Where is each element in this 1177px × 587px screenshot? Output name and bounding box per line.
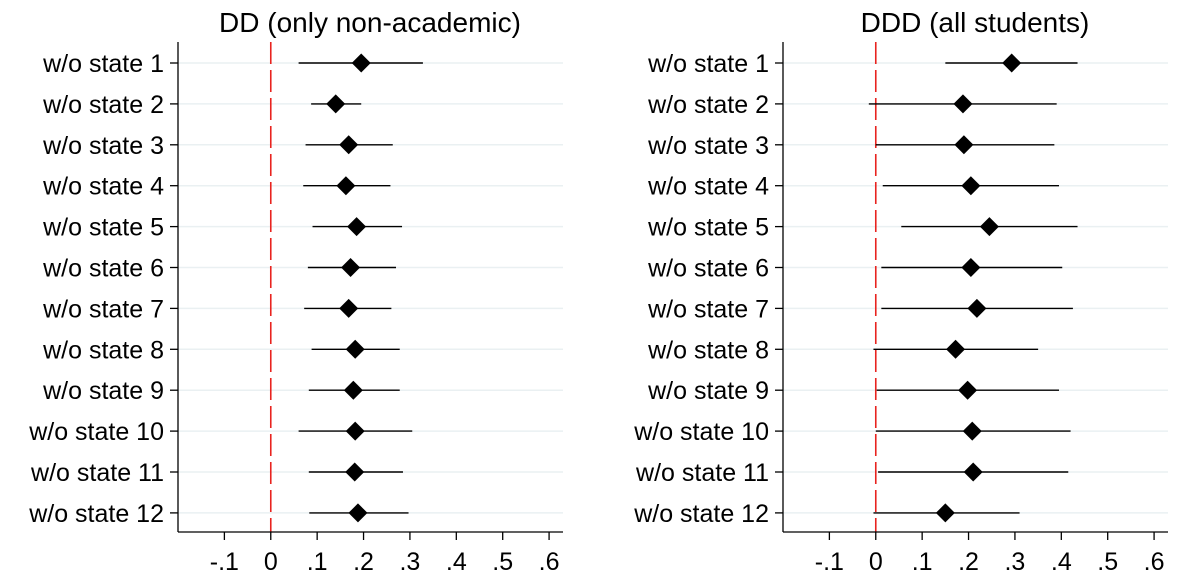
estimate-marker (979, 217, 999, 237)
x-tick-label: .2 (353, 548, 374, 576)
category-label: w/o state 12 (28, 500, 164, 528)
estimate-marker (946, 339, 966, 359)
estimate-marker (341, 258, 361, 277)
category-label: w/o state 8 (42, 336, 164, 364)
estimate-marker (339, 135, 359, 155)
panel-dd: DD (only non-academic) w/o state 1 w/o st… (28, 7, 563, 576)
category-label: w/o state 7 (42, 295, 164, 323)
estimate-marker (1002, 53, 1022, 73)
category-label: w/o state 5 (42, 214, 164, 242)
category-label: w/o state 1 (647, 50, 769, 78)
category-label: w/o state 4 (647, 173, 769, 201)
category-label: w/o state 2 (42, 91, 164, 119)
estimate-marker (345, 462, 365, 482)
x-tick-label: .3 (399, 548, 420, 576)
x-tick-label: .6 (1144, 548, 1165, 576)
x-tick-label: .3 (1004, 548, 1025, 576)
estimate-marker (343, 380, 363, 400)
category-label: w/o state 4 (42, 173, 164, 201)
category-label: w/o state 9 (42, 377, 164, 405)
category-label: w/o state 6 (647, 255, 769, 283)
x-tick-label: .2 (958, 548, 979, 576)
category-label: w/o state 11 (30, 459, 164, 487)
x-tick-label: 0 (264, 548, 278, 576)
estimate-marker (963, 462, 983, 482)
estimate-marker (345, 421, 365, 441)
category-label: w/o state 7 (647, 295, 769, 323)
category-label: w/o state 3 (42, 132, 164, 160)
category-label: w/o state 11 (635, 459, 769, 487)
category-label: w/o state 1 (42, 50, 164, 78)
x-tick-label: 0 (869, 548, 883, 576)
category-label: w/o state 6 (42, 255, 164, 283)
estimate-marker (954, 135, 974, 155)
estimate-marker (347, 217, 367, 237)
estimate-marker (953, 94, 973, 114)
estimate-marker (351, 53, 371, 73)
estimate-marker (961, 258, 981, 277)
category-label: w/o state 9 (647, 377, 769, 405)
category-label: w/o state 8 (647, 336, 769, 364)
estimate-marker (345, 339, 365, 359)
x-tick-label: .5 (492, 548, 513, 576)
x-tick-label: -.1 (815, 548, 844, 576)
panel-title: DD (only non-academic) (219, 7, 521, 38)
x-tick-label: .4 (1051, 548, 1072, 576)
x-tick-label: -.1 (210, 548, 239, 576)
estimate-marker (935, 503, 955, 523)
estimate-marker (326, 94, 346, 114)
category-label: w/o state 3 (647, 132, 769, 160)
estimate-marker (339, 298, 359, 318)
category-label: w/o state 10 (633, 418, 769, 446)
category-label: w/o state 5 (647, 214, 769, 242)
estimate-marker (336, 176, 356, 196)
estimate-marker (961, 176, 981, 196)
x-tick-label: .1 (912, 548, 933, 576)
estimate-marker (348, 503, 368, 523)
category-label: w/o state 12 (633, 500, 769, 528)
x-tick-label: .4 (446, 548, 467, 576)
x-tick-label: .5 (1097, 548, 1118, 576)
x-tick-label: .1 (307, 548, 328, 576)
estimate-marker (958, 380, 978, 400)
category-label: w/o state 2 (647, 91, 769, 119)
estimate-marker (967, 298, 987, 318)
panel-ddd: DDD (all students) w/o state 1 w/o state … (633, 7, 1168, 576)
category-label: w/o state 10 (28, 418, 164, 446)
panel-title: DDD (all students) (861, 7, 1090, 38)
x-tick-label: .6 (539, 548, 560, 576)
estimate-marker (962, 421, 982, 441)
